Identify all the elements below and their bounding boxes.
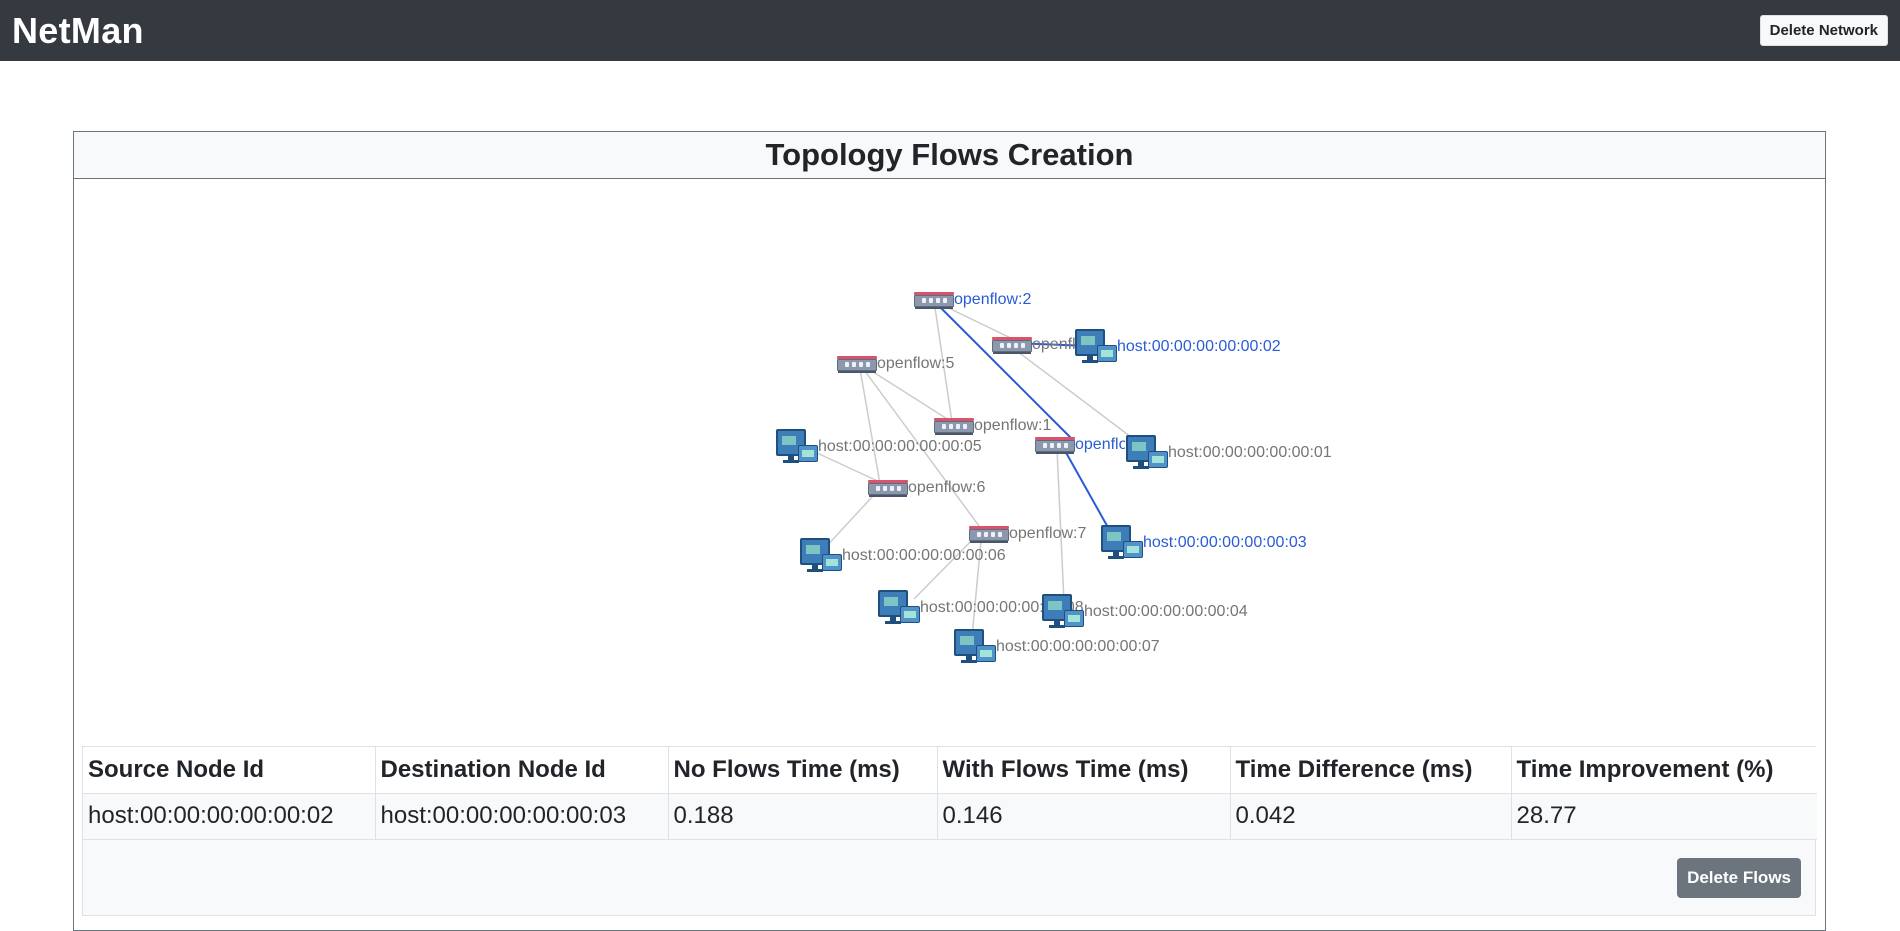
node-label: host:00:00:00:00:00:01 <box>1168 443 1332 461</box>
host-00-01[interactable]: host:00:00:00:00:00:01 <box>1126 435 1332 470</box>
edge-line <box>858 362 983 531</box>
host-00-03[interactable]: host:00:00:00:00:00:03 <box>1101 525 1307 560</box>
switch-icon <box>868 479 908 497</box>
cell-time-difference: 0.042 <box>1230 793 1512 840</box>
switch-icon <box>992 336 1032 354</box>
node-label: openflow:1 <box>974 417 1052 434</box>
results-table: Source Node Id Destination Node Id No Fl… <box>83 747 1817 840</box>
results-table-wrap: Source Node Id Destination Node Id No Fl… <box>82 746 1817 916</box>
edge-line <box>858 362 881 485</box>
cell-with-flows-time: 0.146 <box>937 793 1231 840</box>
delete-network-button[interactable]: Delete Network <box>1759 15 1888 46</box>
switch-openflow-5[interactable]: openflow:5 <box>837 355 954 373</box>
node-label: host:00:00:00:00:00:06 <box>842 546 1006 564</box>
flow-path-line <box>1063 448 1111 532</box>
delete-flows-button[interactable]: Delete Flows <box>1677 857 1801 898</box>
node-label: host:00:00:00:00:00:07 <box>996 637 1160 655</box>
switch-icon <box>1035 436 1075 454</box>
table-header-row: Source Node Id Destination Node Id No Fl… <box>83 747 1817 794</box>
node-label: openflow:7 <box>1009 525 1087 542</box>
computer-icon <box>800 538 842 573</box>
cell-time-improvement: 28.77 <box>1511 793 1817 840</box>
col-time-improvement: Time Improvement (%) <box>1511 747 1817 794</box>
node-label: host:00:00:00:00:00:04 <box>1084 602 1248 620</box>
host-00-02[interactable]: host:00:00:00:00:00:02 <box>1075 329 1281 364</box>
computer-icon <box>954 629 996 664</box>
switch-openflow-2[interactable]: openflow:2 <box>914 291 1031 309</box>
card-header: Topology Flows Creation <box>74 132 1825 179</box>
switch-openflow-7[interactable]: openflow:7 <box>969 525 1086 543</box>
flow-path-line <box>933 300 1075 442</box>
cell-destination: host:00:00:00:00:00:03 <box>375 793 669 840</box>
switch-icon <box>837 355 877 373</box>
node-label: openflow:5 <box>877 355 955 372</box>
col-source-node-id: Source Node Id <box>83 747 376 794</box>
node-label: openflow:4 <box>1075 436 1125 453</box>
app-brand[interactable]: NetMan <box>12 9 144 51</box>
switch-icon <box>914 291 954 309</box>
node-label: openflow:3 <box>1032 336 1080 353</box>
table-row: host:00:00:00:00:00:02 host:00:00:00:00:… <box>83 793 1817 840</box>
computer-icon <box>1126 435 1168 470</box>
col-with-flows-time: With Flows Time (ms) <box>937 747 1231 794</box>
table-actions: Delete Flows <box>83 840 1815 916</box>
edge-line <box>933 300 953 423</box>
host-00-07[interactable]: host:00:00:00:00:00:07 <box>954 629 1160 664</box>
node-label: openflow:6 <box>908 479 986 496</box>
node-label: host:00:00:00:00:00:03 <box>1143 533 1307 551</box>
edge-line <box>858 362 953 423</box>
host-00-04[interactable]: host:00:00:00:00:00:04 <box>1042 594 1248 629</box>
topology-card: Topology Flows Creation openflow:2 <box>73 131 1826 931</box>
node-label: host:00:00:00:00:00:02 <box>1117 337 1281 355</box>
computer-icon <box>1042 594 1084 629</box>
topology-graph[interactable]: openflow:2 openflow:3 openflow:5 openflo… <box>74 179 1824 738</box>
computer-icon <box>776 429 818 464</box>
switch-openflow-1[interactable]: openflow:1 <box>934 417 1051 435</box>
card-title: Topology Flows Creation <box>765 137 1134 172</box>
switch-icon <box>969 525 1009 543</box>
computer-icon <box>1075 329 1117 364</box>
host-00-05[interactable]: host:00:00:00:00:00:05 <box>776 429 982 464</box>
col-no-flows-time: No Flows Time (ms) <box>668 747 938 794</box>
cell-source: host:00:00:00:00:00:02 <box>83 793 376 840</box>
host-00-06[interactable]: host:00:00:00:00:00:06 <box>800 538 1006 573</box>
computer-icon <box>1101 525 1143 560</box>
switch-icon <box>934 417 974 435</box>
top-navbar: NetMan Delete Network <box>0 0 1900 61</box>
node-label: openflow:2 <box>954 291 1032 308</box>
edge-line <box>1008 344 1140 444</box>
col-time-difference: Time Difference (ms) <box>1230 747 1512 794</box>
col-destination-node-id: Destination Node Id <box>375 747 669 794</box>
node-label: host:00:00:00:00:00:05 <box>818 437 982 455</box>
cell-no-flows-time: 0.188 <box>668 793 938 840</box>
switch-openflow-6[interactable]: openflow:6 <box>868 479 985 497</box>
switch-openflow-4[interactable]: openflow:4 <box>1035 436 1125 454</box>
switch-openflow-3[interactable]: openflow:3 <box>992 336 1080 354</box>
edge-line <box>1056 448 1065 603</box>
edge-line <box>971 529 983 638</box>
computer-icon <box>878 590 920 625</box>
